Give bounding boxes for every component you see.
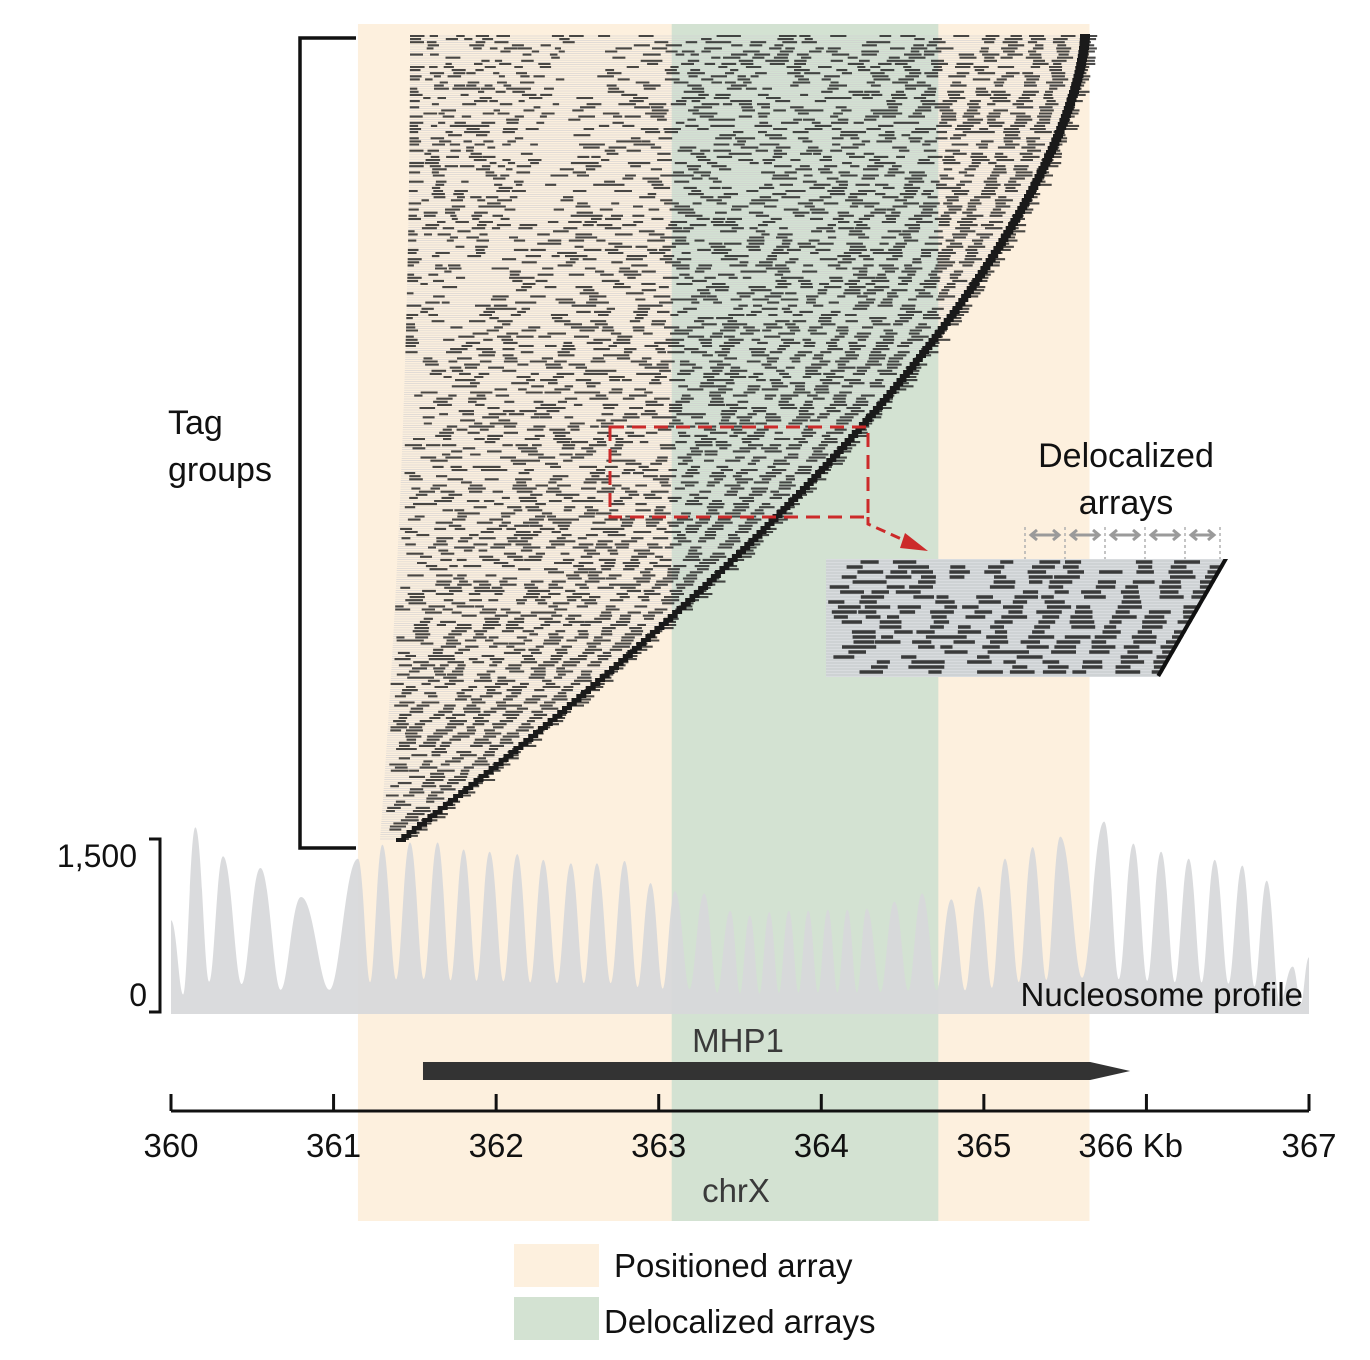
zoom-callout-arrow <box>866 517 909 544</box>
legend-label-positioned: Positioned array <box>614 1247 853 1284</box>
profile-label: Nucleosome profile <box>1021 976 1303 1013</box>
tag-groups-label-line1: Tag <box>168 404 223 442</box>
x-tick-label-364: 364 <box>794 1127 849 1164</box>
x-tick-label-367: 367 <box>1281 1127 1336 1164</box>
spacing-arrow <box>1068 528 1102 542</box>
legend-swatch-delocalized <box>514 1297 599 1340</box>
spacing-arrow <box>1148 528 1182 542</box>
read-edge <box>396 34 1090 842</box>
x-tick-label-362: 362 <box>469 1127 524 1164</box>
legend-label-delocalized: Delocalized arrays <box>604 1303 875 1340</box>
gene-name: MHP1 <box>692 1022 784 1059</box>
chromosome-label: chrX <box>702 1172 770 1209</box>
gene-mhp1: MHP1 <box>422 1022 1131 1080</box>
x-tick-label-363: 363 <box>631 1127 686 1164</box>
gene-arrow-bar <box>422 1062 1131 1080</box>
x-axis: 360 361 362 363 364 365 366 Kb 367 <box>143 1094 1337 1164</box>
zoom-callout-arrowhead <box>900 533 928 551</box>
delocalized-arrays-inset: Delocalized arrays <box>826 437 1228 677</box>
nucleosome-profile: 1,500 0 Nucleosome profile <box>57 821 1309 1014</box>
x-tick-label-360: 360 <box>143 1127 198 1164</box>
x-tick-label-366: 366 Kb <box>1078 1127 1183 1164</box>
tag-groups-bracket <box>298 36 356 850</box>
spacing-arrow <box>1108 528 1142 542</box>
y-tick-label-0: 0 <box>129 977 147 1013</box>
spacing-arrow <box>1028 528 1062 542</box>
y-tick-label-1500: 1,500 <box>57 838 137 874</box>
tag-groups-read-plot <box>380 34 1098 842</box>
spacing-arrows <box>1024 527 1221 559</box>
nucleosome-profile-area <box>171 821 1309 1014</box>
inset-title-line1: Delocalized <box>1038 437 1214 475</box>
x-tick-label-361: 361 <box>306 1127 361 1164</box>
y-axis-bracket <box>149 837 162 1014</box>
legend: Positioned array Delocalized arrays <box>514 1244 875 1340</box>
zoom-callout-box <box>608 425 870 519</box>
inset-title-line2: arrays <box>1079 484 1173 522</box>
read-marks <box>385 34 1098 840</box>
tag-groups-label-line2: groups <box>168 451 272 489</box>
x-tick-label-365: 365 <box>956 1127 1011 1164</box>
legend-swatch-positioned <box>514 1244 599 1287</box>
spacing-arrow <box>1188 528 1217 542</box>
